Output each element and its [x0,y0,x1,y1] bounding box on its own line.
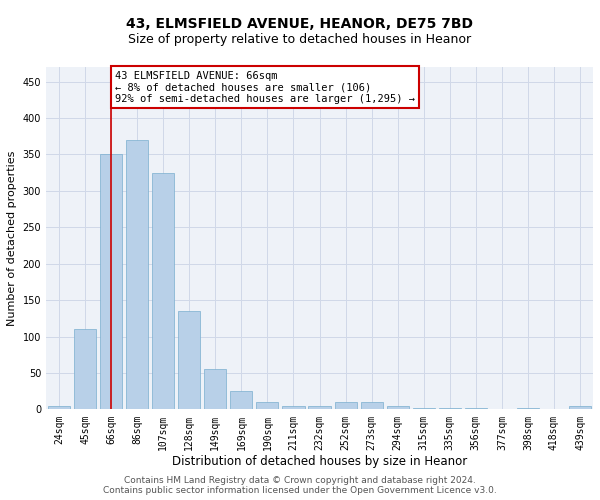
Bar [204,370,226,410]
Bar [413,408,435,410]
Bar [152,172,174,410]
Bar [335,402,356,409]
Bar [439,408,461,410]
Bar [569,406,591,409]
Bar [178,311,200,410]
X-axis label: Distribution of detached houses by size in Heanor: Distribution of detached houses by size … [172,455,467,468]
Bar [361,402,383,409]
Bar [283,406,305,409]
Bar [126,140,148,409]
Bar [517,408,539,410]
Bar [74,329,96,409]
Bar [256,402,278,409]
Bar [230,391,253,409]
Bar [100,154,122,410]
Text: 43 ELMSFIELD AVENUE: 66sqm
← 8% of detached houses are smaller (106)
92% of semi: 43 ELMSFIELD AVENUE: 66sqm ← 8% of detac… [115,70,415,104]
Bar [308,406,331,409]
Bar [48,406,70,409]
Bar [465,408,487,410]
Text: Contains HM Land Registry data © Crown copyright and database right 2024.
Contai: Contains HM Land Registry data © Crown c… [103,476,497,495]
Y-axis label: Number of detached properties: Number of detached properties [7,150,17,326]
Text: Size of property relative to detached houses in Heanor: Size of property relative to detached ho… [128,32,472,46]
Text: 43, ELMSFIELD AVENUE, HEANOR, DE75 7BD: 43, ELMSFIELD AVENUE, HEANOR, DE75 7BD [127,18,473,32]
Bar [386,406,409,409]
